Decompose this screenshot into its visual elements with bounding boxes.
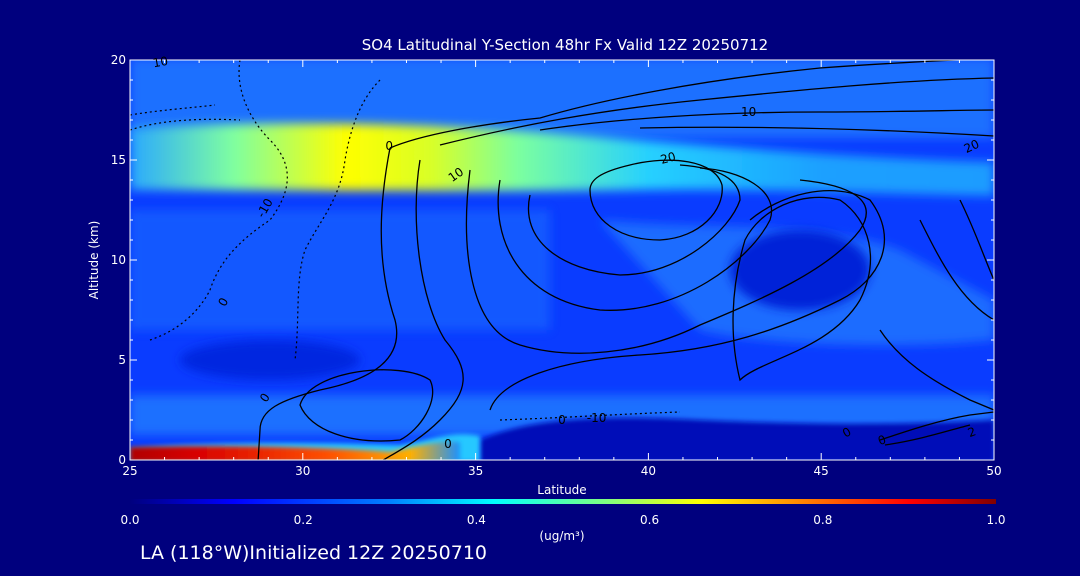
chart-title: SO4 Latitudinal Y-Section 48hr Fx Valid … [362, 36, 768, 54]
contour-label: 0 [876, 432, 888, 448]
colorbar-tick-label: 1.0 [986, 513, 1005, 527]
colorbar-tick-label: 0.2 [294, 513, 313, 527]
contour-label: 0 [385, 139, 393, 153]
x-tick-label: 40 [641, 464, 656, 478]
contour-label: 20 [659, 149, 677, 166]
colorbar-tick-label: 0.6 [640, 513, 659, 527]
colorbar-tick-label: 0.4 [467, 513, 486, 527]
y-tick-label: 0 [118, 453, 126, 467]
contour-label: 10 [741, 105, 756, 119]
x-axis-label: Latitude [537, 483, 586, 497]
colorbar-unit: (ug/m³) [539, 529, 584, 543]
x-axis: 25 30 35 40 45 50 [122, 60, 1002, 478]
contour-label: 0 [558, 413, 566, 427]
x-tick-label: 50 [986, 464, 1001, 478]
y-tick-label: 15 [111, 153, 126, 167]
y-axis-label: Altitude (km) [87, 221, 101, 300]
x-tick-label: 25 [122, 464, 137, 478]
colorbar-tick-label: 0.8 [813, 513, 832, 527]
contour-label: 2 [966, 424, 978, 440]
footer-initialized-text: LA (118°W)Initialized 12Z 20250710 [140, 542, 487, 564]
contour-label: 0 [444, 437, 452, 451]
contour-lines [257, 60, 994, 460]
x-tick-label: 30 [295, 464, 310, 478]
y-tick-label: 10 [111, 253, 126, 267]
colorbar [130, 499, 996, 504]
x-tick-label: 35 [468, 464, 483, 478]
contour-label: 20 [962, 137, 982, 156]
contour-label: -10 [587, 411, 607, 425]
contour-lines-dotted [130, 60, 681, 421]
y-tick-label: 20 [111, 53, 126, 67]
y-tick-label: 5 [118, 353, 126, 367]
x-tick-label: 45 [814, 464, 829, 478]
colorbar-ticks: 0.0 0.2 0.4 0.6 0.8 1.0 [120, 513, 1005, 527]
contour-label: 10 [152, 54, 169, 70]
colorbar-tick-label: 0.0 [120, 513, 139, 527]
